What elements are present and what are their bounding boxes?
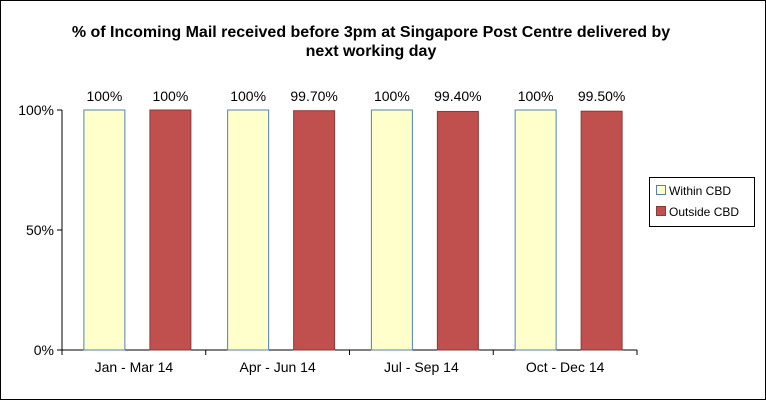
bar-outside-cbd (580, 110, 623, 351)
data-label-within-cbd: 100% (518, 88, 554, 104)
bar-within-cbd (227, 109, 270, 351)
bar-within-cbd (514, 109, 557, 351)
x-tick-label: Jan - Mar 14 (95, 359, 174, 375)
y-tick-label: 100% (18, 102, 54, 118)
data-label-within-cbd: 100% (230, 88, 266, 104)
chart-title: % of Incoming Mail received before 3pm a… (71, 24, 671, 60)
bar-outside-cbd (436, 110, 479, 351)
data-label-within-cbd: 100% (374, 88, 410, 104)
bar-within-cbd (370, 109, 413, 351)
data-label-outside-cbd: 99.50% (578, 88, 625, 104)
legend-label-within-cbd: Within CBD (669, 184, 732, 198)
legend-label-outside-cbd: Outside CBD (669, 205, 740, 219)
legend-item-outside-cbd: Outside CBD (656, 205, 739, 219)
chart-legend: Within CBD Outside CBD (649, 177, 755, 227)
legend-swatch-within-cbd (656, 185, 666, 195)
bar-outside-cbd (293, 110, 336, 351)
y-tick-label: 0% (34, 342, 54, 358)
y-tick-label: 50% (26, 222, 54, 238)
x-tick-label: Apr - Jun 14 (239, 359, 315, 375)
data-label-within-cbd: 100% (86, 88, 122, 104)
data-label-outside-cbd: 99.70% (290, 88, 337, 104)
bar-within-cbd (83, 109, 126, 351)
data-label-outside-cbd: 99.40% (434, 88, 481, 104)
legend-swatch-outside-cbd (656, 206, 666, 216)
x-tick-label: Oct - Dec 14 (526, 359, 605, 375)
x-tick-label: Jul - Sep 14 (384, 359, 459, 375)
data-label-outside-cbd: 100% (152, 88, 188, 104)
legend-item-within-cbd: Within CBD (656, 184, 731, 198)
bar-outside-cbd (149, 109, 192, 351)
